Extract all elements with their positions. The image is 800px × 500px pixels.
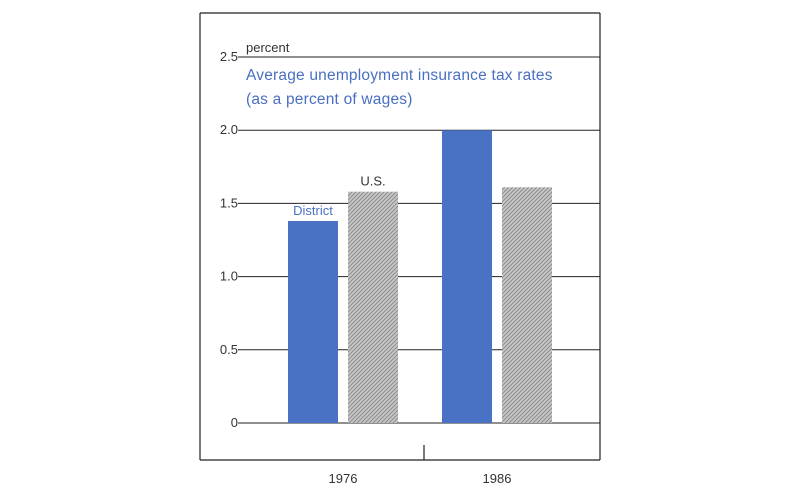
plot-frame bbox=[199, 12, 601, 461]
bar-district-1986 bbox=[442, 130, 492, 423]
x-category-label: 1976 bbox=[329, 471, 358, 486]
series-label-district: District bbox=[293, 203, 333, 218]
bar-us-1986 bbox=[502, 187, 552, 423]
x-category-label: 1986 bbox=[483, 471, 512, 486]
y-tick-label: 1.5 bbox=[220, 195, 238, 210]
y-tick-label: 2.5 bbox=[220, 49, 238, 64]
bar-district-1976 bbox=[288, 220, 338, 423]
chart-title: Average unemployment insurance tax rates bbox=[246, 67, 553, 84]
y-axis-unit-label: percent bbox=[246, 40, 290, 55]
chart-subtitle: (as a percent of wages) bbox=[246, 91, 413, 108]
y-axis-ticks: 0 0.5 1.0 1.5 2.0 2.5 bbox=[220, 49, 238, 430]
y-tick-label: 0.5 bbox=[220, 342, 238, 357]
y-tick-label: 0 bbox=[231, 415, 238, 430]
x-axis-categories: 1976 1986 bbox=[329, 471, 512, 486]
y-tick-label: 2.0 bbox=[220, 122, 238, 137]
series-label-us: U.S. bbox=[360, 174, 385, 189]
bars bbox=[288, 130, 552, 423]
bar-us-1976 bbox=[348, 191, 398, 423]
y-tick-label: 1.0 bbox=[220, 269, 238, 284]
series-labels: District U.S. bbox=[293, 174, 386, 218]
